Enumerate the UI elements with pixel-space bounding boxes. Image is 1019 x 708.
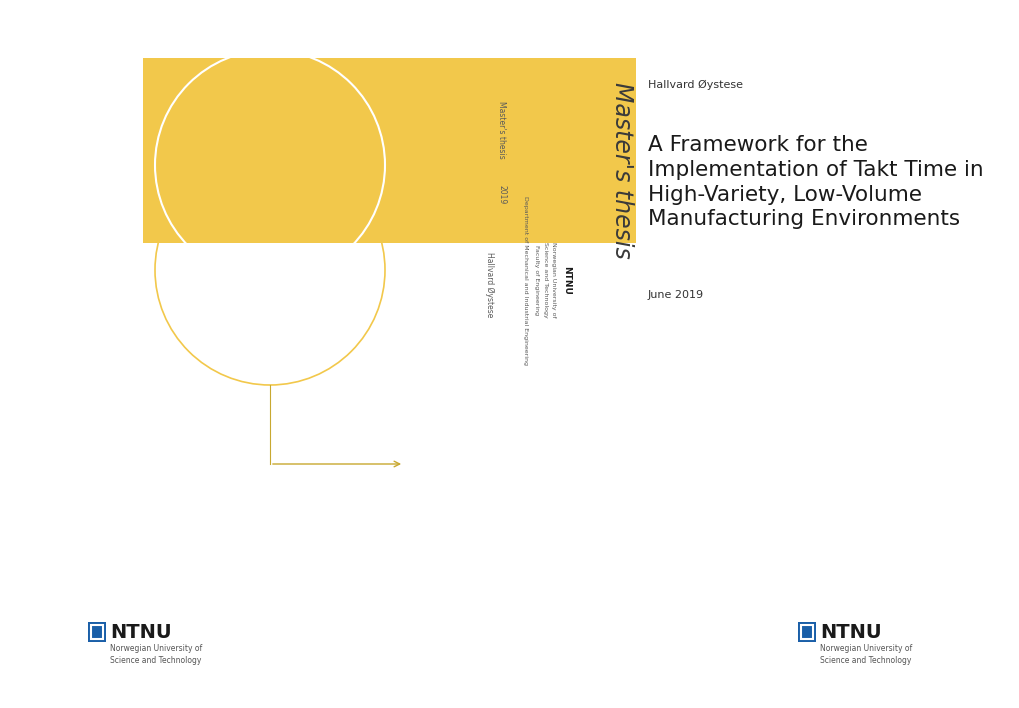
Text: Norwegian University of
Science and Technology: Norwegian University of Science and Tech… [819, 644, 911, 665]
Text: Hallvard Øystese: Hallvard Øystese [647, 80, 742, 90]
Text: June 2019: June 2019 [647, 290, 703, 300]
Text: NTNU: NTNU [561, 266, 571, 295]
Text: NTNU: NTNU [110, 622, 171, 641]
Text: 2019: 2019 [497, 185, 506, 205]
Bar [797, 622, 815, 642]
Text: Hallvard Øystese: Hallvard Øystese [485, 252, 494, 318]
Text: Norwegian University of
Science and Technology: Norwegian University of Science and Tech… [110, 644, 202, 665]
Text: Science and Technology: Science and Technology [543, 242, 548, 318]
Text: A Framework for the
Implementation of Takt Time in
High-Variety, Low-Volume
Manu: A Framework for the Implementation of Ta… [647, 135, 982, 229]
Text: NTNU: NTNU [819, 622, 880, 641]
Bar [91, 625, 103, 639]
Bar [143, 58, 636, 243]
Text: Master's thesis: Master's thesis [609, 81, 634, 258]
Text: Norwegian University of: Norwegian University of [551, 242, 556, 318]
Text: Master's thesis: Master's thesis [497, 101, 506, 159]
Text: Faculty of Engineering: Faculty of Engineering [534, 245, 539, 315]
Text: Department of Mechanical and Industrial Engineering: Department of Mechanical and Industrial … [523, 195, 528, 365]
Bar [800, 625, 812, 639]
Bar [88, 622, 106, 642]
